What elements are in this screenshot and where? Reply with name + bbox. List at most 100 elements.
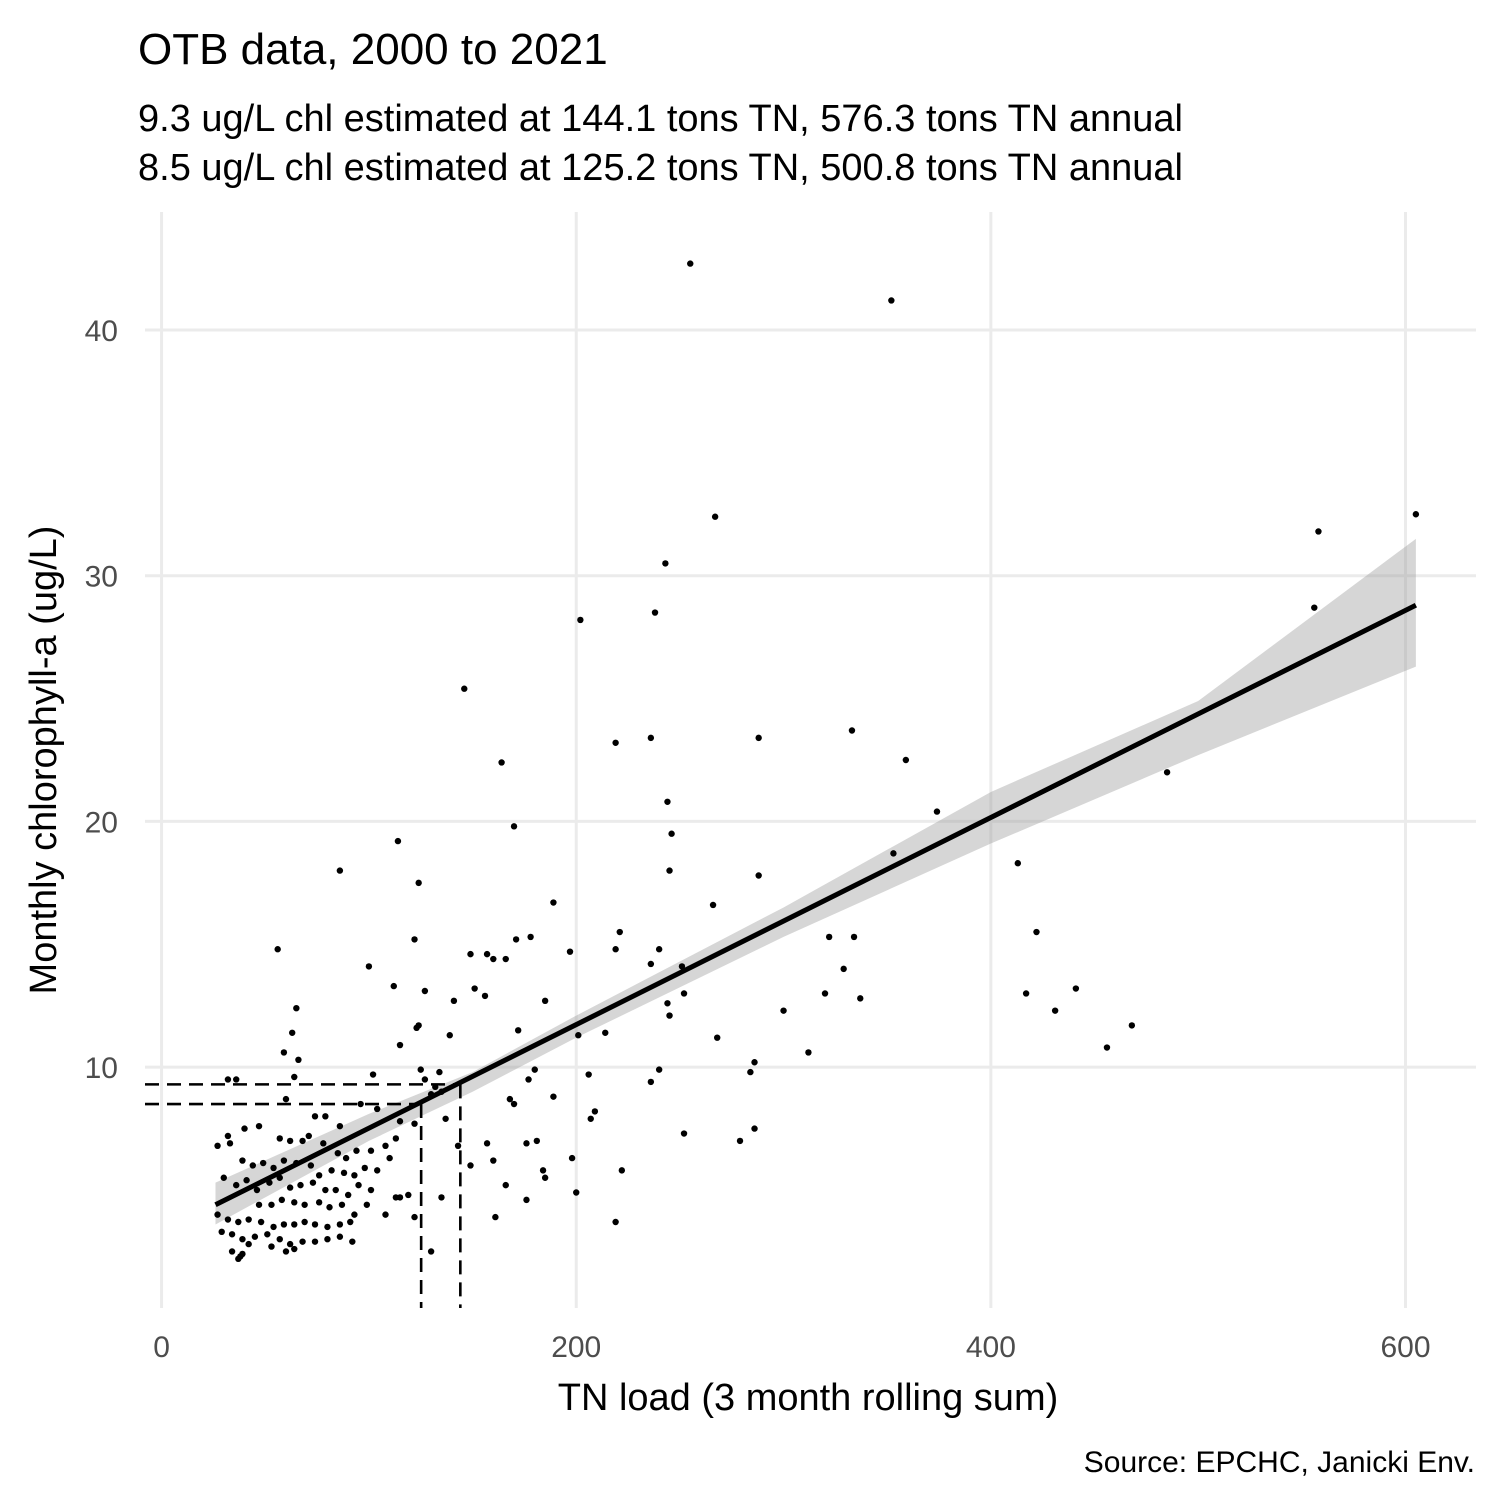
data-point xyxy=(821,990,829,997)
data-point xyxy=(307,1162,315,1169)
data-point xyxy=(454,1142,462,1150)
data-point xyxy=(311,1113,319,1120)
data-point xyxy=(664,798,671,805)
data-point xyxy=(1103,1044,1111,1051)
data-point xyxy=(840,965,847,973)
data-point xyxy=(678,963,686,970)
data-point xyxy=(351,1211,358,1218)
data-point xyxy=(651,609,659,616)
data-point xyxy=(492,1213,499,1221)
data-point xyxy=(442,1115,449,1122)
data-point xyxy=(228,1231,236,1238)
data-point xyxy=(481,992,489,1000)
reference-lines-layer xyxy=(145,1083,462,1308)
data-point xyxy=(711,513,719,520)
data-point xyxy=(311,1221,319,1228)
data-point xyxy=(349,1238,356,1245)
data-point xyxy=(411,1120,418,1127)
data-point xyxy=(326,1204,333,1211)
data-point xyxy=(315,1199,323,1206)
data-point xyxy=(664,1000,671,1007)
data-point xyxy=(467,1162,474,1169)
data-point xyxy=(647,734,655,742)
data-point xyxy=(324,1223,331,1231)
data-point xyxy=(461,685,468,692)
data-point xyxy=(322,1113,329,1120)
data-point xyxy=(286,1240,294,1248)
data-point xyxy=(235,1255,242,1263)
data-point xyxy=(668,830,675,837)
data-point xyxy=(291,1199,298,1206)
data-point xyxy=(241,1125,248,1132)
data-point xyxy=(825,933,833,941)
data-point xyxy=(342,1154,350,1162)
data-point xyxy=(226,1140,234,1147)
data-point xyxy=(541,1174,549,1181)
data-point xyxy=(276,1135,283,1142)
data-point xyxy=(293,1004,300,1012)
chart-subtitle-line-1: 9.3 ug/L chl estimated at 144.1 tons TN,… xyxy=(138,98,1183,140)
data-point xyxy=(780,1007,787,1014)
data-point xyxy=(282,1248,290,1255)
x-tick-label: 600 xyxy=(1380,1331,1430,1364)
data-point xyxy=(502,1181,509,1189)
chart-subtitle-line-2: 8.5 ug/L chl estimated at 125.2 tons TN,… xyxy=(138,147,1183,189)
data-point xyxy=(647,1078,655,1086)
data-point xyxy=(655,946,663,953)
data-point xyxy=(367,1186,375,1194)
data-point xyxy=(396,1118,404,1125)
data-point xyxy=(351,1172,358,1179)
data-point xyxy=(506,1095,514,1103)
data-point xyxy=(394,837,402,845)
data-point xyxy=(243,1177,250,1184)
data-point xyxy=(568,1154,576,1162)
data-point xyxy=(239,1250,246,1258)
data-point xyxy=(514,1027,522,1034)
data-point xyxy=(857,995,864,1002)
data-point xyxy=(264,1231,271,1238)
data-point xyxy=(299,1238,306,1245)
data-point xyxy=(268,1243,275,1250)
data-point xyxy=(239,1235,246,1243)
data-point xyxy=(347,1218,354,1226)
data-point xyxy=(417,1066,424,1073)
data-point xyxy=(253,1186,261,1194)
data-point xyxy=(386,1154,393,1162)
data-point xyxy=(270,1223,277,1231)
data-point xyxy=(612,946,619,953)
data-point xyxy=(531,1066,538,1073)
data-point xyxy=(214,1211,221,1218)
data-point xyxy=(573,1189,580,1196)
data-point xyxy=(541,997,549,1005)
data-point xyxy=(575,1032,582,1039)
data-point xyxy=(245,1216,252,1223)
data-point xyxy=(320,1140,327,1147)
data-point xyxy=(591,1108,599,1115)
data-point xyxy=(1163,769,1171,776)
data-point xyxy=(539,1167,547,1174)
data-point xyxy=(805,1049,812,1056)
data-point xyxy=(245,1240,252,1248)
data-point xyxy=(612,739,619,746)
data-point xyxy=(850,933,858,941)
data-point xyxy=(502,955,509,963)
x-tick-label: 400 xyxy=(966,1331,1016,1364)
data-point xyxy=(392,1135,400,1142)
data-point xyxy=(255,1201,263,1208)
data-point xyxy=(311,1238,319,1245)
data-point xyxy=(510,823,518,830)
data-point xyxy=(933,808,941,815)
data-point xyxy=(235,1218,242,1226)
data-point xyxy=(709,901,717,909)
data-point xyxy=(747,1068,754,1076)
data-point xyxy=(233,1181,240,1189)
y-tick-label: 30 xyxy=(85,561,118,594)
data-point xyxy=(1311,604,1318,611)
data-point xyxy=(382,1211,389,1218)
data-point xyxy=(510,1100,518,1108)
data-point xyxy=(1051,1007,1059,1014)
data-point xyxy=(647,960,655,968)
data-point xyxy=(295,1056,302,1064)
data-point xyxy=(224,1076,232,1083)
confidence-band-layer xyxy=(215,538,1416,1225)
